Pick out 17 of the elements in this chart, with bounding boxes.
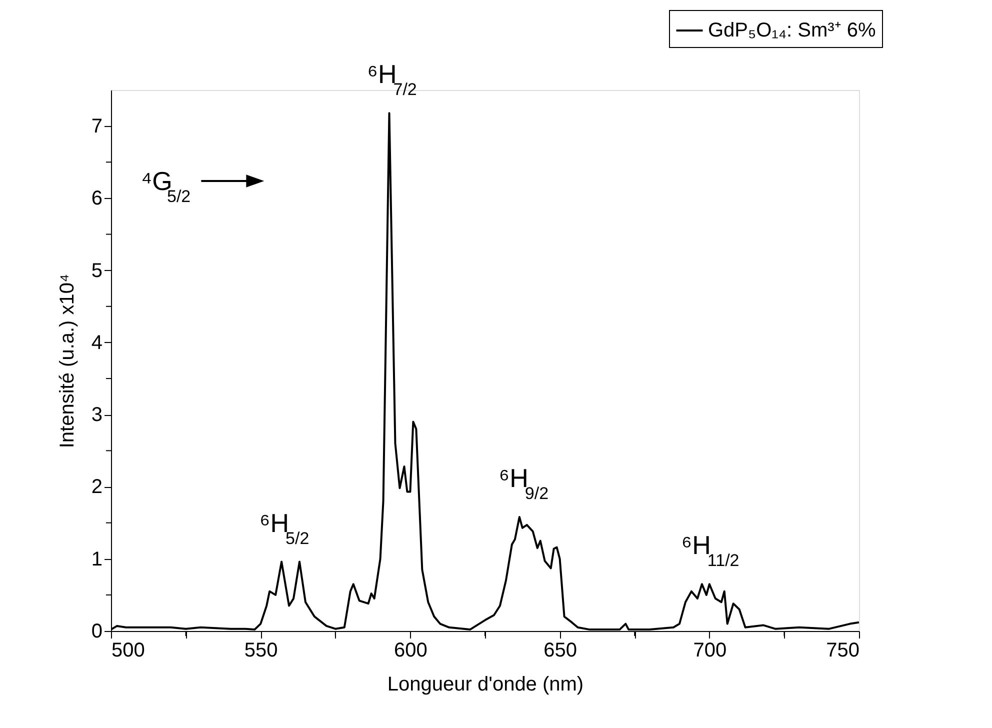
y-tick-label: 2: [91, 476, 102, 498]
x-tick-label: 650: [544, 640, 577, 662]
y-tick-label: 7: [91, 116, 102, 138]
x-tick-label: 600: [394, 640, 428, 662]
y-tick-label: 4: [91, 332, 102, 354]
y-tick-label: 1: [91, 548, 102, 570]
x-tick-label: 550: [244, 640, 278, 662]
y-tick-label: 0: [91, 620, 102, 642]
x-axis-title: Longueur d'onde (nm): [387, 674, 584, 696]
y-axis-title: Intensité (u.a.) x10⁴: [56, 274, 78, 448]
x-tick-label: 700: [693, 640, 727, 662]
y-tick-label: 6: [91, 188, 102, 210]
y-tick-label: 5: [91, 260, 102, 282]
x-tick-label: 750: [826, 640, 860, 662]
y-tick-label: 3: [91, 404, 102, 426]
x-tick-label: 500: [112, 640, 145, 662]
legend-label: GdP₅O₁₄: Sm³⁺ 6%: [708, 20, 876, 42]
